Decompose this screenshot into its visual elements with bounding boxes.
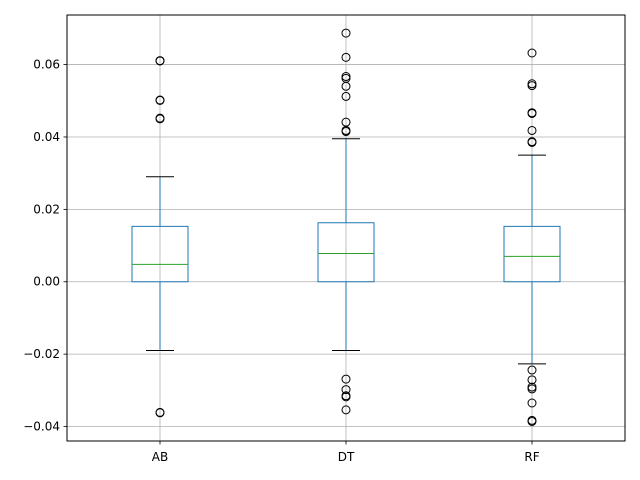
outlier-point <box>527 375 537 385</box>
ticks: −0.04 −0.02 0.00 0.02 0.04 0.06 AB DT RF <box>23 58 539 464</box>
y-tick-label: 0.04 <box>33 130 60 144</box>
x-tick-label: AB <box>152 450 168 464</box>
outlier-point <box>341 374 351 384</box>
outlier-point <box>341 127 351 137</box>
outlier-point <box>527 48 537 58</box>
outlier-point <box>341 385 351 395</box>
y-tick-label: −0.02 <box>23 347 60 361</box>
y-tick-label: 0.02 <box>33 202 60 216</box>
outlier-point <box>341 81 351 91</box>
iqr-box <box>131 225 189 283</box>
box-ab <box>131 56 189 418</box>
box-dt <box>317 28 375 415</box>
boxes <box>131 28 561 426</box>
x-tick-label: DT <box>338 450 355 464</box>
outlier-point <box>527 125 537 135</box>
outlier-point <box>527 398 537 408</box>
y-tick-label: 0.06 <box>33 58 60 72</box>
iqr-box <box>317 222 375 283</box>
y-tick-label: 0.00 <box>33 275 60 289</box>
outlier-point <box>155 114 165 124</box>
outlier-point <box>155 56 165 66</box>
outlier-point <box>527 81 537 91</box>
outlier-point <box>155 95 165 105</box>
outlier-point <box>341 392 351 402</box>
outlier-point <box>341 28 351 38</box>
outlier-point <box>527 365 537 375</box>
outlier-point <box>341 405 351 415</box>
y-tick-label: −0.04 <box>23 420 60 434</box>
outlier-point <box>155 407 165 417</box>
outlier-point <box>341 91 351 101</box>
box-rf <box>503 48 561 426</box>
outlier-point <box>527 416 537 426</box>
iqr-box <box>503 225 561 283</box>
outlier-point <box>341 52 351 62</box>
outlier-point <box>527 137 537 147</box>
outlier-point <box>527 384 537 394</box>
outlier-point <box>527 108 537 118</box>
x-tick-label: RF <box>524 450 539 464</box>
